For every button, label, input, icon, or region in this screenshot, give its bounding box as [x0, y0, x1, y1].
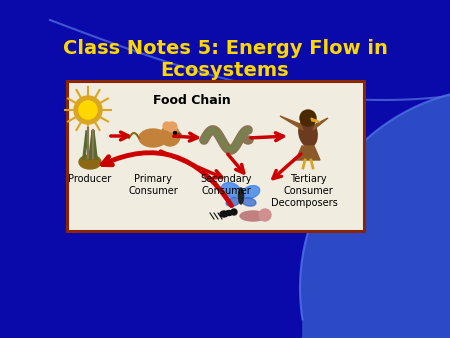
Circle shape: [259, 209, 271, 221]
Ellipse shape: [220, 211, 228, 217]
Text: Food Chain: Food Chain: [153, 94, 231, 107]
Ellipse shape: [226, 198, 240, 206]
Ellipse shape: [242, 186, 260, 198]
Ellipse shape: [238, 188, 243, 204]
Text: Class Notes 5: Energy Flow in: Class Notes 5: Energy Flow in: [63, 39, 387, 57]
Polygon shape: [313, 118, 328, 130]
Ellipse shape: [139, 129, 167, 147]
Circle shape: [177, 133, 181, 137]
Circle shape: [231, 209, 237, 215]
Circle shape: [160, 126, 180, 146]
Text: Producer: Producer: [68, 174, 112, 184]
Text: Primary
Consumer: Primary Consumer: [128, 174, 178, 196]
Ellipse shape: [79, 155, 101, 169]
Text: Decomposers: Decomposers: [271, 198, 338, 208]
Ellipse shape: [299, 119, 317, 147]
Circle shape: [163, 122, 171, 130]
Circle shape: [167, 122, 177, 132]
Ellipse shape: [221, 183, 241, 197]
Text: Ecosystems: Ecosystems: [161, 61, 289, 79]
Polygon shape: [280, 116, 303, 130]
Circle shape: [174, 131, 176, 135]
Ellipse shape: [240, 211, 266, 221]
Text: Secondary
Consumer: Secondary Consumer: [200, 174, 252, 196]
Circle shape: [300, 110, 316, 126]
Ellipse shape: [243, 136, 253, 144]
Ellipse shape: [225, 211, 233, 216]
FancyBboxPatch shape: [67, 81, 364, 231]
Text: Tertiary
Consumer: Tertiary Consumer: [283, 174, 333, 196]
Circle shape: [79, 101, 97, 119]
Circle shape: [74, 96, 102, 124]
Polygon shape: [311, 118, 320, 122]
Ellipse shape: [242, 198, 256, 206]
Polygon shape: [296, 146, 320, 160]
